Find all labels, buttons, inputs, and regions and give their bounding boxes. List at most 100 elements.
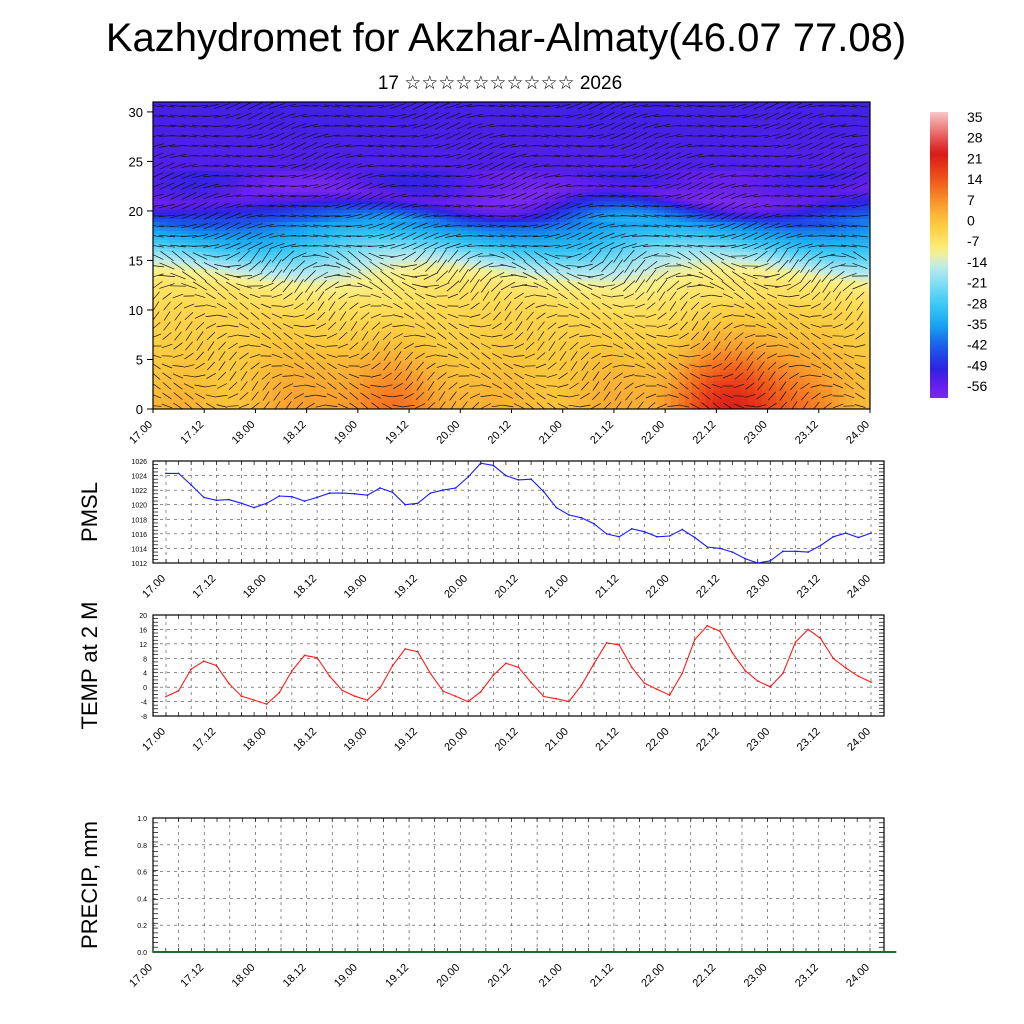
pmsl-data-point [429, 492, 432, 494]
pmsl-y-tick-label: 1016 [131, 532, 147, 539]
precip-data-point [561, 951, 564, 953]
temp-data-point [190, 668, 193, 670]
pmsl-y-tick-label: 1020 [131, 503, 147, 510]
pmsl-data-point [215, 499, 218, 502]
pmsl-data-point [202, 496, 205, 499]
pmsl-data-point [442, 489, 444, 491]
precip-data-point [292, 951, 295, 953]
pmsl-data-point [630, 527, 633, 530]
temp-data-point [630, 666, 633, 669]
precip-data-point [651, 951, 654, 953]
pmsl-x-tick-label: 24.00 [845, 573, 873, 601]
temp-y-tick-label: 8 [143, 656, 147, 663]
temp-data-point [530, 681, 532, 684]
precip-data-point [267, 951, 270, 953]
colorbar-label: -21 [967, 275, 987, 291]
temp-y-axis-label: TEMP at 2 M [77, 602, 102, 730]
precip-data-point [241, 951, 244, 953]
precip-y-tick-label: 0.4 [137, 896, 147, 903]
precip-data-point [715, 951, 718, 953]
precip-data-point [830, 951, 833, 953]
chart-subtitle: 17 ☆☆☆☆☆☆☆☆☆☆ 2026 [377, 73, 623, 94]
pmsl-data-point [542, 490, 545, 493]
temp-y-tick-label: 4 [143, 671, 147, 678]
precip-data-point [421, 951, 423, 953]
colorbar-label: -7 [967, 233, 980, 249]
temp-y-tick-label: 16 [139, 627, 147, 634]
pmsl-data-point [618, 535, 621, 538]
precip-data-point [600, 951, 602, 953]
temp-data-point [542, 695, 545, 698]
cs-x-tick-label: 21.12 [588, 419, 616, 447]
temp-data-point [870, 681, 872, 683]
colorbar-label: -14 [967, 254, 987, 270]
pmsl-data-point [744, 557, 746, 560]
temp-data-point [202, 660, 205, 663]
temp-data-point [819, 637, 822, 640]
precip-data-point [497, 951, 500, 953]
cs-x-tick-label: 17.12 [178, 419, 206, 447]
temp-data-point [253, 699, 256, 701]
precip-data-point [280, 951, 282, 953]
precip-y-tick-label: 1.0 [137, 816, 147, 823]
precip-data-point [869, 951, 871, 953]
precip-x-tick-label: 18.00 [230, 962, 258, 990]
temp-x-tick-label: 19.12 [392, 726, 420, 754]
colorbar-label: 14 [967, 171, 983, 187]
precip-data-point [741, 951, 743, 953]
cs-x-tick-label: 22.12 [691, 419, 719, 447]
colorbar-label: 21 [967, 150, 983, 166]
temp-data-point [291, 670, 293, 672]
pmsl-data-point [278, 495, 281, 497]
colorbar-label: 35 [967, 109, 983, 125]
cs-y-tick-label: 15 [129, 253, 143, 268]
precip-data-point [881, 951, 884, 953]
pmsl-data-point [719, 547, 721, 550]
cs-x-tick-label: 23.00 [742, 419, 770, 447]
cs-x-tick-label: 19.12 [383, 419, 411, 447]
temp-data-point [517, 666, 520, 669]
precip-data-point [625, 951, 628, 953]
pmsl-x-tick-label: 20.00 [442, 573, 470, 601]
precip-data-point [689, 951, 692, 953]
colorbar-label: -49 [967, 357, 987, 373]
pmsl-x-tick-label: 19.00 [342, 573, 370, 601]
temp-data-point [555, 697, 558, 700]
temp-data-point [769, 685, 772, 688]
temp-frame [152, 614, 885, 717]
temp-data-point [605, 641, 608, 644]
temp-data-point [265, 703, 268, 705]
temp-x-tick-label: 21.12 [593, 726, 621, 754]
pmsl-frame [152, 460, 885, 564]
temp-x-tick-label: 20.00 [442, 726, 470, 754]
temp-data-point [379, 687, 381, 690]
precip-x-tick-label: 23.12 [793, 962, 821, 990]
temp-data-point [807, 628, 809, 631]
temp-data-point [366, 699, 369, 701]
pmsl-data-point [505, 474, 507, 477]
pmsl-data-point [228, 498, 230, 501]
temp-x-tick-label: 24.00 [845, 726, 873, 754]
precip-data-point [472, 951, 474, 953]
precip-data-point [369, 951, 372, 953]
pmsl-y-axis-label: PMSL [77, 482, 102, 542]
temp-y-tick-label: 20 [139, 613, 147, 620]
pmsl-data-point [190, 484, 193, 486]
temp-data-point [353, 695, 356, 698]
temp-data-point [341, 689, 344, 692]
pmsl-x-tick-label: 19.12 [392, 573, 420, 601]
precip-data-point [433, 951, 436, 953]
precip-data-point [805, 951, 807, 953]
temp-data-point [177, 689, 180, 692]
pmsl-x-tick-label: 20.12 [493, 573, 521, 601]
cs-x-tick-label: 23.12 [793, 419, 821, 447]
temp-x-tick-label: 17.00 [140, 726, 168, 754]
precip-data-point [357, 951, 359, 953]
temp-data-point [580, 684, 583, 687]
pmsl-data-point [819, 544, 822, 547]
precip-data-point [318, 951, 321, 953]
temp-data-point [505, 662, 507, 665]
temp-data-point [467, 700, 469, 703]
pmsl-data-point [467, 476, 469, 478]
temp-data-point [782, 672, 784, 675]
